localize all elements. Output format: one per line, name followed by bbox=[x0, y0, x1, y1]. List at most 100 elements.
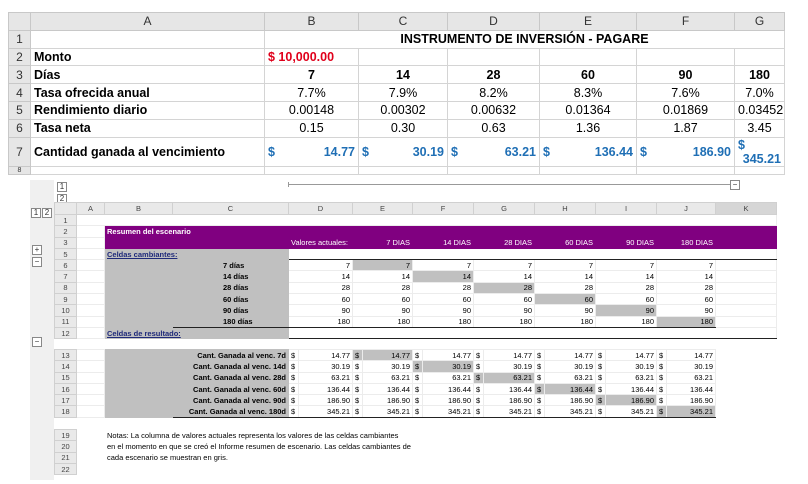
col-header-j[interactable]: J bbox=[656, 202, 716, 215]
currency-symbol[interactable]: $ bbox=[595, 394, 606, 407]
currency-symbol[interactable]: $ bbox=[352, 394, 363, 407]
currency-symbol[interactable]: $ bbox=[534, 348, 545, 362]
currency-symbol[interactable]: $ bbox=[412, 371, 423, 384]
value-cell[interactable]: 28 bbox=[412, 281, 474, 295]
cell[interactable] bbox=[264, 165, 359, 175]
cell[interactable] bbox=[358, 47, 448, 67]
value-cell[interactable]: 90 bbox=[656, 304, 716, 317]
col-header-c[interactable]: C bbox=[172, 202, 289, 215]
cell[interactable] bbox=[76, 281, 105, 295]
cell[interactable] bbox=[715, 270, 777, 283]
value-cell[interactable]: 14 bbox=[656, 270, 716, 283]
cell[interactable] bbox=[104, 304, 173, 317]
value-cell[interactable]: 136.44 bbox=[298, 382, 353, 396]
row-header[interactable]: 2 bbox=[54, 225, 77, 238]
label-cell[interactable]: Rendimiento diario bbox=[30, 100, 265, 120]
cell[interactable] bbox=[288, 247, 777, 261]
label-cell[interactable]: Cantidad ganada al vencimiento bbox=[30, 136, 265, 167]
result-label[interactable]: Cant. Ganada al venc. 28d bbox=[172, 371, 289, 384]
value-cell[interactable]: 28 bbox=[352, 281, 413, 295]
cell[interactable] bbox=[734, 165, 785, 175]
notes-line[interactable]: cada escenario se muestran en gris. bbox=[107, 453, 228, 463]
row-header[interactable]: 7 bbox=[54, 270, 77, 283]
currency-symbol[interactable]: $ bbox=[656, 382, 667, 396]
row-header[interactable]: 3 bbox=[54, 236, 77, 249]
cell[interactable] bbox=[104, 281, 173, 295]
cell[interactable] bbox=[77, 452, 105, 463]
changing-label[interactable]: 7 días bbox=[172, 259, 289, 272]
cell[interactable] bbox=[76, 348, 105, 362]
value-cell[interactable]: 60 bbox=[352, 293, 413, 306]
value-cell[interactable]: 186.90 bbox=[544, 394, 596, 407]
currency-symbol[interactable]: $ bbox=[656, 371, 667, 384]
value-cell[interactable]: 7.0% bbox=[734, 83, 785, 102]
currency-symbol[interactable]: $ bbox=[288, 348, 299, 362]
value-cell[interactable]: 63.21 bbox=[422, 371, 474, 384]
value-cell[interactable]: 7 bbox=[534, 259, 596, 272]
value-cell[interactable]: 0.30 bbox=[358, 118, 448, 138]
cell[interactable] bbox=[715, 259, 777, 272]
value-cell[interactable]: 60 bbox=[534, 293, 596, 306]
value-cell[interactable]: 63.21 bbox=[298, 371, 353, 384]
value-cell[interactable]: 0.01869 bbox=[636, 100, 735, 120]
changing-label[interactable]: 180 días bbox=[172, 315, 289, 328]
value-cell[interactable]: 28 bbox=[447, 65, 540, 85]
row-header[interactable]: 12 bbox=[54, 326, 77, 340]
value-cell[interactable]: 180 bbox=[412, 315, 474, 328]
result-label[interactable]: Cant. Ganada al venc. 60d bbox=[172, 382, 289, 396]
header-scenario[interactable]: 28 DIAS bbox=[473, 236, 535, 249]
currency-symbol[interactable]: $ bbox=[656, 405, 667, 418]
value-cell[interactable]: 0.00148 bbox=[264, 100, 359, 120]
value-cell[interactable]: 345.21 bbox=[298, 405, 353, 418]
value-cell[interactable]: 7 bbox=[595, 259, 657, 272]
select-all-corner[interactable] bbox=[8, 12, 31, 31]
currency-symbol[interactable]: $ bbox=[473, 360, 484, 373]
money-cell[interactable]: $14.77 bbox=[264, 136, 359, 167]
value-cell[interactable]: 28 bbox=[288, 281, 353, 295]
col-header-e[interactable]: E bbox=[352, 202, 413, 215]
value-cell[interactable]: 63.21 bbox=[483, 371, 535, 384]
currency-symbol[interactable]: $ bbox=[473, 348, 484, 362]
value-cell[interactable]: 180 bbox=[534, 315, 596, 328]
value-cell[interactable]: 90 bbox=[352, 304, 413, 317]
cell[interactable] bbox=[104, 270, 173, 283]
value-cell[interactable]: 60 bbox=[473, 293, 535, 306]
value-cell[interactable]: 7 bbox=[473, 259, 535, 272]
value-cell[interactable]: 90 bbox=[288, 304, 353, 317]
col-header-i[interactable]: I bbox=[595, 202, 657, 215]
changing-cells-header[interactable]: Celdas cambiantes: bbox=[104, 247, 289, 261]
value-cell[interactable]: 28 bbox=[534, 281, 596, 295]
cell[interactable] bbox=[76, 405, 105, 418]
header-scenario[interactable]: 7 DIAS bbox=[352, 236, 413, 249]
value-cell[interactable]: 14 bbox=[412, 270, 474, 283]
cell[interactable] bbox=[539, 47, 637, 67]
notes-line[interactable]: Notas: La columna de valores actuales re… bbox=[107, 430, 399, 440]
row-outline-level-1-button[interactable]: 1 bbox=[31, 208, 41, 218]
value-cell[interactable]: 30.19 bbox=[362, 360, 413, 373]
col-header-b[interactable]: B bbox=[104, 202, 173, 215]
cell[interactable] bbox=[76, 247, 105, 261]
currency-symbol[interactable]: $ bbox=[595, 405, 606, 418]
value-cell[interactable]: 136.44 bbox=[422, 382, 474, 396]
currency-symbol[interactable]: $ bbox=[473, 382, 484, 396]
row-header[interactable]: 1 bbox=[8, 29, 31, 49]
currency-symbol[interactable]: $ bbox=[352, 348, 363, 362]
value-cell[interactable]: 0.63 bbox=[447, 118, 540, 138]
value-cell[interactable]: 28 bbox=[473, 281, 535, 295]
value-cell[interactable]: 30.19 bbox=[605, 360, 657, 373]
value-cell[interactable]: 3.45 bbox=[734, 118, 785, 138]
label-cell[interactable]: Tasa ofrecida anual bbox=[30, 83, 265, 102]
value-cell[interactable]: 345.21 bbox=[605, 405, 657, 418]
value-cell[interactable]: 60 bbox=[539, 65, 637, 85]
money-cell[interactable]: $345.21 bbox=[734, 136, 785, 167]
money-cell[interactable]: $30.19 bbox=[358, 136, 448, 167]
row-header[interactable]: 22 bbox=[54, 462, 77, 476]
value-cell[interactable]: 0.00302 bbox=[358, 100, 448, 120]
col-header-a[interactable]: A bbox=[76, 202, 105, 215]
cell[interactable] bbox=[76, 270, 105, 283]
value-cell[interactable]: 90 bbox=[534, 304, 596, 317]
currency-symbol[interactable]: $ bbox=[288, 360, 299, 373]
value-cell[interactable]: 30.19 bbox=[422, 360, 474, 373]
cell[interactable] bbox=[715, 315, 777, 328]
col-header-k[interactable]: K bbox=[715, 202, 777, 215]
